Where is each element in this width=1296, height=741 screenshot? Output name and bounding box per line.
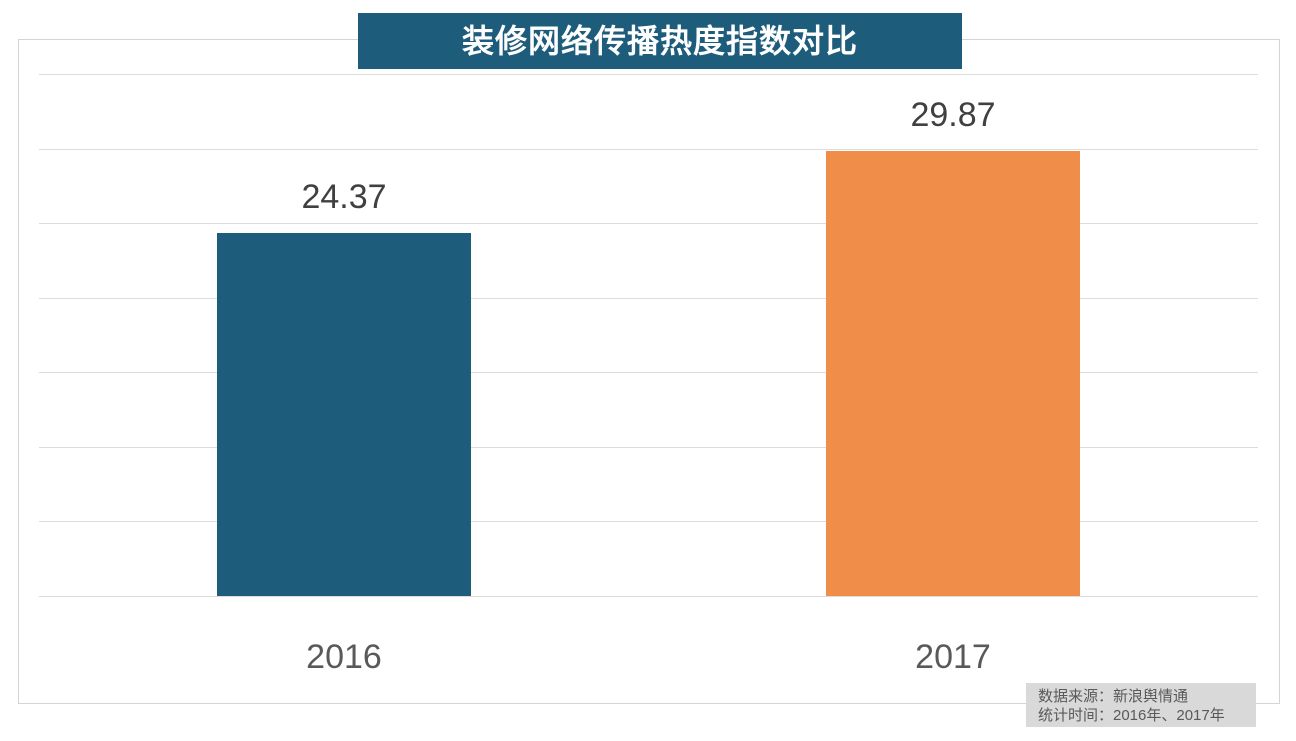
bar-group-2017: 29.87 bbox=[826, 74, 1080, 596]
gridline bbox=[39, 372, 1258, 374]
value-label-2016: 24.37 bbox=[301, 178, 387, 216]
source-line-2: 统计时间：2016年、2017年 bbox=[1038, 707, 1225, 724]
gridline bbox=[39, 596, 1258, 597]
x-axis-label-2017: 2017 bbox=[915, 638, 991, 676]
gridline bbox=[39, 521, 1258, 523]
chart-title: 装修网络传播热度指数对比 bbox=[358, 13, 962, 69]
gridline bbox=[39, 148, 1258, 150]
bar-group-2016: 24.37 bbox=[217, 74, 471, 596]
plot-area: 24.37 29.87 bbox=[39, 74, 1258, 597]
gridline bbox=[39, 446, 1258, 448]
bar-2016 bbox=[217, 233, 471, 596]
bar-2017 bbox=[826, 151, 1080, 596]
value-label-2017: 29.87 bbox=[910, 96, 996, 134]
x-axis-label-2016: 2016 bbox=[306, 638, 382, 676]
source-line-1: 数据来源：新浪舆情通 bbox=[1038, 688, 1189, 705]
gridline bbox=[39, 223, 1258, 225]
gridline bbox=[39, 74, 1258, 75]
source-note: 数据来源：新浪舆情通 统计时间：2016年、2017年 bbox=[1026, 683, 1256, 727]
gridline bbox=[39, 297, 1258, 299]
